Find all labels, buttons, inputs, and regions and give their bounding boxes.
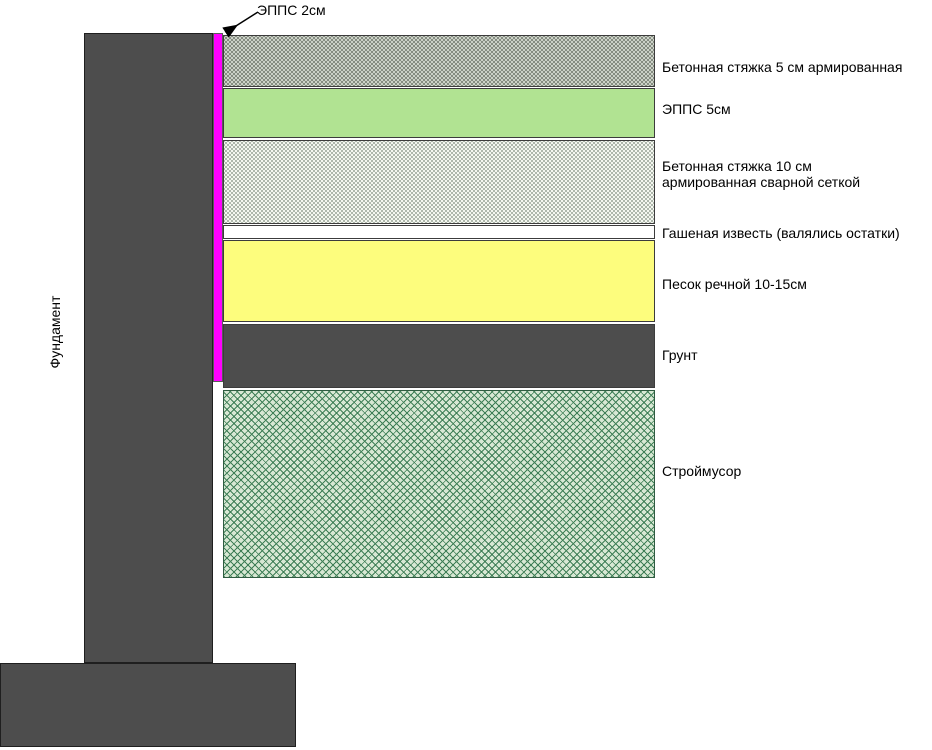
foundation-column <box>84 33 213 663</box>
layer-concrete-screed-5 <box>223 35 655 87</box>
foundation-footing <box>0 663 296 747</box>
layer-epps-5 <box>223 88 655 138</box>
layer-river-sand <box>223 240 655 322</box>
layer-soil <box>223 324 655 388</box>
label-construction-debris: Строймусор <box>662 463 742 479</box>
foundation-label: Фундамент <box>47 295 63 369</box>
layer-concrete-screed-10 <box>223 140 655 224</box>
callout-arrow-icon <box>222 11 259 38</box>
label-concrete-screed-10: Бетонная стяжка 10 см армированная сварн… <box>662 158 861 190</box>
label-river-sand: Песок речной 10-15см <box>662 276 807 292</box>
label-slaked-lime: Гашеная известь (валялись остатки) <box>662 225 900 241</box>
label-soil: Грунт <box>662 347 698 363</box>
label-concrete-screed-5: Бетонная стяжка 5 см армированная <box>662 59 903 75</box>
callout-epps-2cm-label: ЭППС 2см <box>257 2 326 18</box>
layer-construction-debris <box>223 390 655 578</box>
xps-2cm-strip <box>213 33 223 382</box>
layer-slaked-lime <box>223 225 655 239</box>
label-epps-5: ЭППС 5см <box>662 101 731 117</box>
